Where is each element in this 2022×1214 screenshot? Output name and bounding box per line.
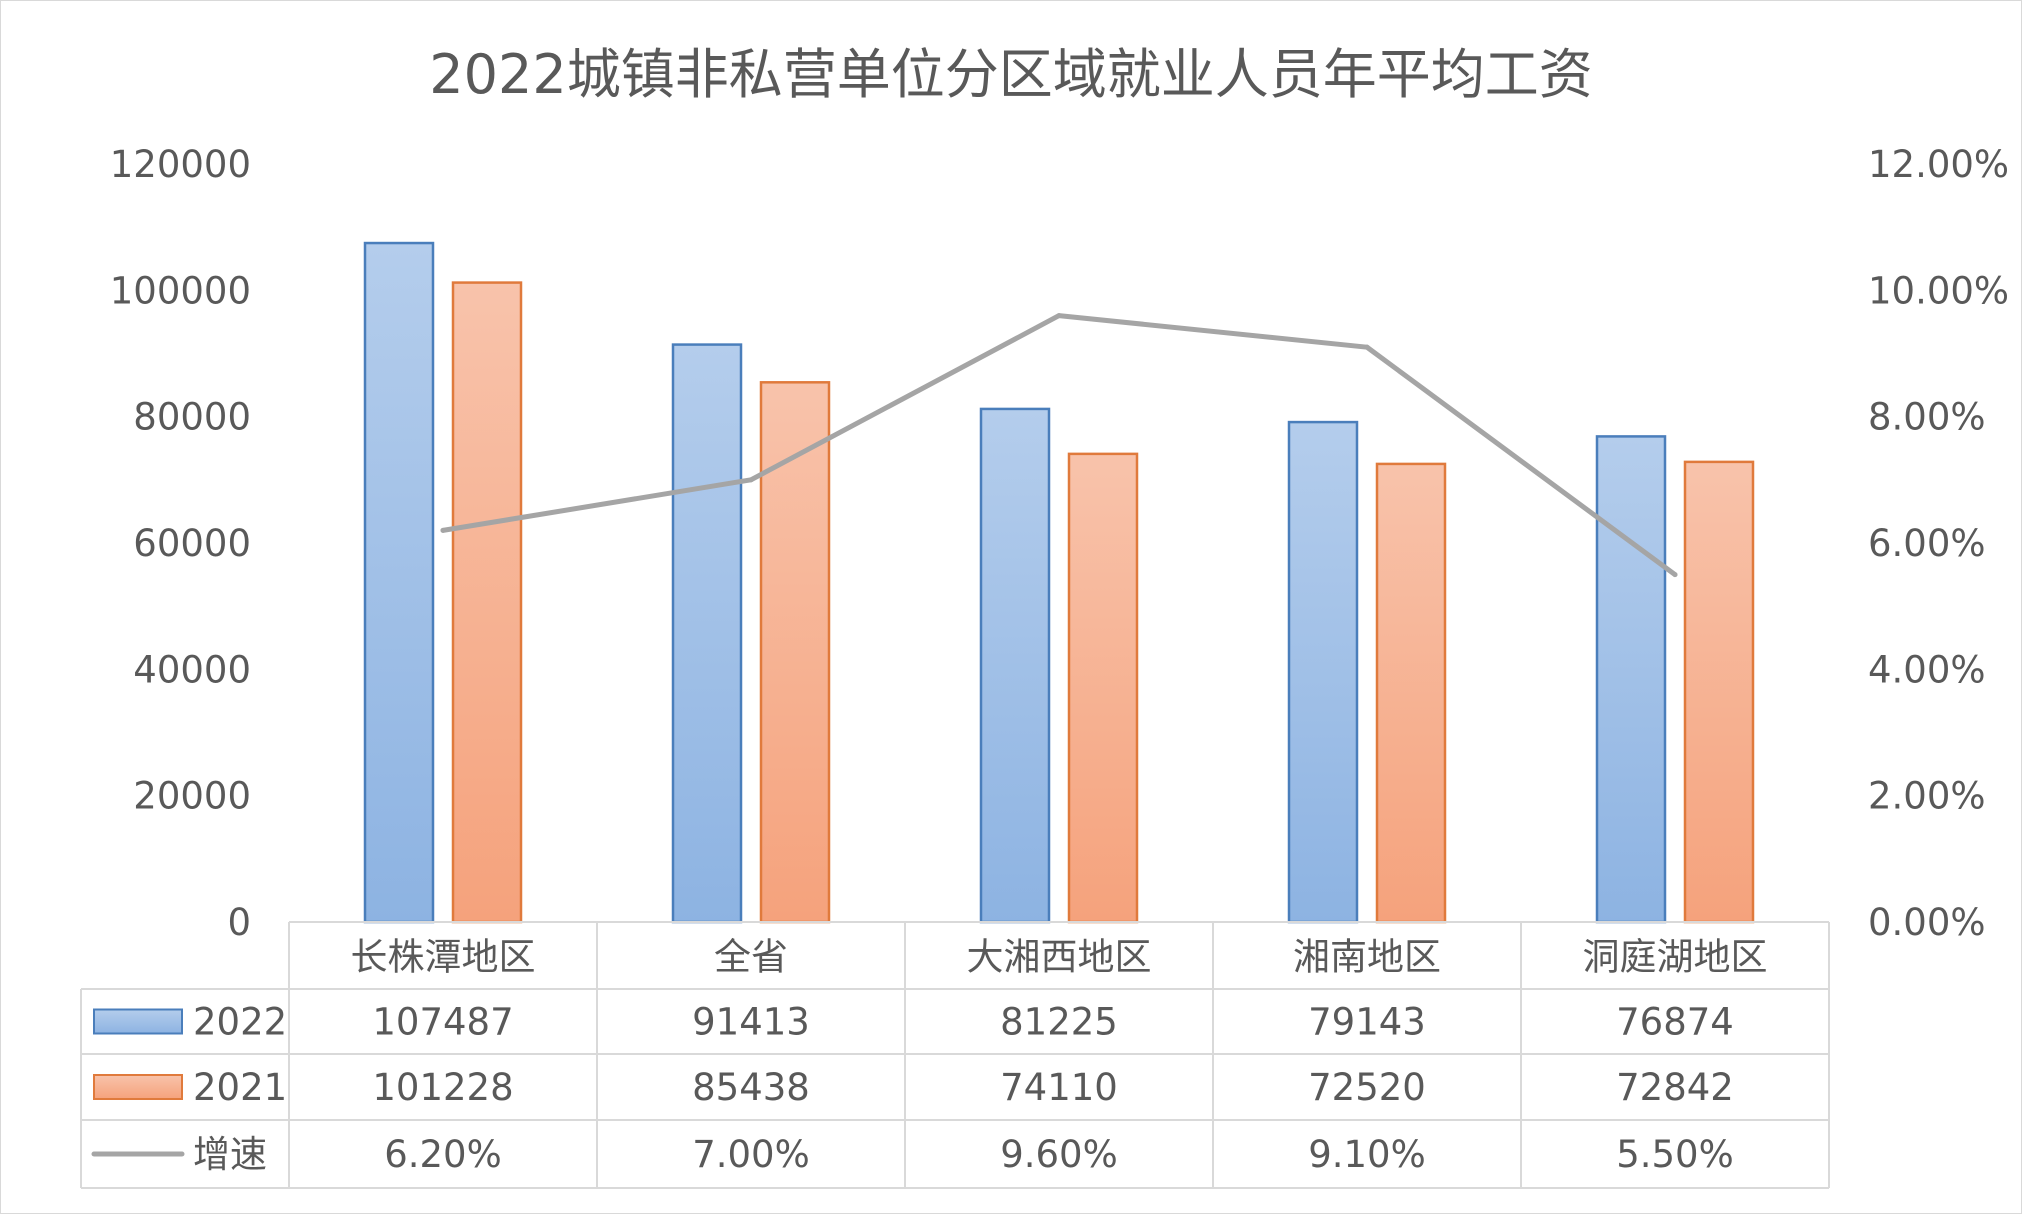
table-cell-value: 81225 — [1000, 1001, 1118, 1044]
category-label: 长株潭地区 — [351, 936, 536, 979]
chart-title: 2022城镇非私营单位分区域就业人员年平均工资 — [429, 43, 1592, 106]
table-cell-value: 85438 — [692, 1066, 810, 1109]
table-cell-value: 72842 — [1616, 1066, 1734, 1109]
legend-key-2021 — [93, 1074, 183, 1100]
data-table: 长株潭地区 全省 大湘西地区 湘南地区 洞庭湖地区 2022 107487 91413 8122… — [80, 921, 1830, 1189]
bar-2022 — [1595, 435, 1667, 924]
table-cell-value: 6.20% — [384, 1133, 502, 1176]
bar-2021 — [1375, 462, 1447, 924]
growth-point — [1672, 572, 1678, 578]
left-tick-label: 0 — [227, 901, 251, 944]
bar-2022 — [979, 407, 1051, 924]
bar-2022 — [671, 343, 743, 924]
series-name: 2021 — [193, 1066, 287, 1109]
left-tick-label: 120000 — [110, 143, 251, 186]
left-axis: 0 20000 40000 60000 80000 100000 120000 — [110, 143, 251, 944]
bar-2022 — [1287, 420, 1359, 924]
series-name: 增速 — [193, 1133, 267, 1176]
right-tick-label: 6.00% — [1868, 522, 1986, 565]
table-cell-value: 79143 — [1308, 1001, 1426, 1044]
table-cell-value: 107487 — [372, 1001, 513, 1044]
left-tick-label: 80000 — [133, 396, 251, 439]
growth-point — [1056, 313, 1062, 319]
legend-key-2022 — [93, 1008, 183, 1035]
bar-2021 — [759, 381, 831, 924]
bar-2021 — [1067, 452, 1139, 924]
table-cell-value: 9.60% — [1000, 1133, 1118, 1176]
bar-2021 — [1683, 460, 1755, 924]
right-tick-label: 10.00% — [1868, 269, 2009, 312]
category-label: 洞庭湖地区 — [1583, 936, 1768, 979]
left-tick-label: 20000 — [133, 775, 251, 818]
growth-line — [440, 313, 1678, 578]
line-layer — [440, 313, 1678, 578]
right-tick-label: 2.00% — [1868, 775, 1986, 818]
table-cell-value: 7.00% — [692, 1133, 810, 1176]
right-tick-label: 12.00% — [1868, 143, 2009, 186]
table-cell-value: 74110 — [1000, 1066, 1118, 1109]
left-tick-label: 100000 — [110, 269, 251, 312]
bar-2021 — [451, 281, 523, 924]
left-tick-label: 40000 — [133, 648, 251, 691]
bar-2022 — [363, 241, 435, 924]
category-label: 大湘西地区 — [967, 936, 1152, 979]
growth-point — [440, 527, 446, 533]
right-axis: 0.00% 2.00% 4.00% 6.00% 8.00% 10.00% 12.00% — [1868, 143, 2009, 944]
series-name: 2022 — [193, 1001, 287, 1044]
right-tick-label: 4.00% — [1868, 648, 1986, 691]
growth-point — [748, 477, 754, 483]
table-cell-value: 5.50% — [1616, 1133, 1734, 1176]
growth-point — [1364, 344, 1370, 350]
right-tick-label: 0.00% — [1868, 901, 1986, 944]
category-label: 湘南地区 — [1293, 936, 1441, 979]
table-cell-value: 91413 — [692, 1001, 810, 1044]
table-cell-value: 72520 — [1308, 1066, 1426, 1109]
left-tick-label: 60000 — [133, 522, 251, 565]
table-cell-value: 9.10% — [1308, 1133, 1426, 1176]
category-label: 全省 — [714, 936, 788, 979]
bars-layer — [363, 241, 1755, 924]
table-cell-value: 101228 — [372, 1066, 513, 1109]
right-tick-label: 8.00% — [1868, 396, 1986, 439]
table-cell-value: 76874 — [1616, 1001, 1734, 1044]
